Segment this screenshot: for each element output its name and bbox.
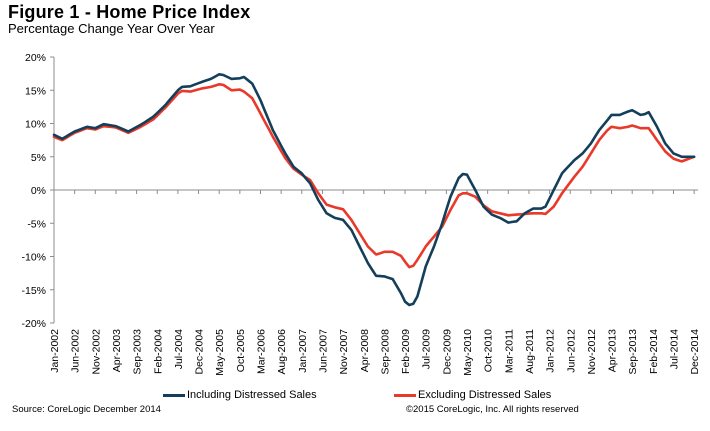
x-tick-label: Jan-2007 bbox=[297, 329, 309, 373]
x-tick-label: Sep-2008 bbox=[379, 329, 391, 375]
x-tick-label: May-2005 bbox=[214, 329, 226, 376]
x-tick-label: Mar-2011 bbox=[503, 329, 515, 373]
x-tick-label: Jun-2012 bbox=[565, 329, 577, 373]
x-tick-label: Apr-2003 bbox=[111, 329, 123, 372]
x-tick-label: May-2010 bbox=[462, 329, 474, 376]
x-tick-label: Jun-2007 bbox=[317, 329, 329, 373]
x-tick-label: Apr-2013 bbox=[607, 329, 619, 372]
x-tick-label: Jul-2014 bbox=[669, 329, 681, 369]
x-tick-label: Oct-2005 bbox=[235, 329, 247, 372]
source-note: Source: CoreLogic December 2014 bbox=[12, 404, 161, 415]
y-tick-label: 10% bbox=[25, 119, 46, 131]
x-tick-label: Nov-2002 bbox=[90, 329, 102, 375]
series-line-excluding-distressed bbox=[52, 83, 696, 269]
series-lines bbox=[52, 73, 696, 307]
x-tick-label: Nov-2012 bbox=[586, 329, 598, 375]
legend-swatch-excluding bbox=[394, 393, 416, 397]
y-tick-label: 20% bbox=[25, 52, 46, 64]
x-tick-label: Aug-2006 bbox=[276, 329, 288, 375]
x-tick-label: Jun-2002 bbox=[70, 329, 82, 373]
legend-item-excluding: Excluding Distressed Sales bbox=[394, 389, 551, 401]
axes bbox=[53, 57, 699, 323]
x-tick-label: Aug-2011 bbox=[524, 329, 536, 374]
x-axis-ticks: Jan-2002 Jun-2002 Nov-2002 Apr-2003 Sep-2003… bbox=[49, 190, 701, 376]
y-axis-ticks: 20% 15% 10% 5% 0% -5% -10% -15% -20% bbox=[21, 52, 54, 330]
series-line-including-distressed bbox=[52, 73, 696, 307]
x-tick-label: Feb-2009 bbox=[400, 329, 412, 374]
y-tick-label: -20% bbox=[21, 318, 46, 330]
x-tick-label: Apr-2008 bbox=[359, 329, 371, 372]
y-tick-label: -15% bbox=[21, 285, 46, 297]
copyright-note: ©2015 CoreLogic, Inc. All rights reserve… bbox=[406, 404, 579, 415]
x-tick-label: Mar-2006 bbox=[256, 329, 268, 374]
chart-subtitle: Percentage Change Year Over Year bbox=[8, 21, 215, 36]
y-tick-label: 5% bbox=[31, 152, 46, 164]
legend-item-including: Including Distressed Sales bbox=[163, 389, 317, 401]
x-tick-label: Nov-2007 bbox=[338, 329, 350, 375]
x-tick-label: Dec-2004 bbox=[194, 329, 206, 375]
chart-title: Figure 1 - Home Price Index bbox=[8, 2, 251, 22]
x-tick-label: Jan-2012 bbox=[545, 329, 557, 373]
legend-label-including: Including Distressed Sales bbox=[187, 389, 317, 401]
x-tick-label: Jan-2002 bbox=[49, 329, 61, 373]
x-tick-label: Feb-2004 bbox=[152, 329, 164, 374]
legend-swatch-including bbox=[163, 393, 185, 397]
y-tick-label: 0% bbox=[31, 185, 46, 197]
x-tick-label: Sep-2003 bbox=[132, 329, 144, 375]
x-tick-label: Sep-2013 bbox=[627, 329, 639, 375]
y-tick-label: -10% bbox=[21, 252, 46, 264]
x-tick-label: Feb-2014 bbox=[648, 329, 660, 374]
x-tick-label: Dec-2014 bbox=[689, 329, 701, 375]
x-tick-label: Oct-2010 bbox=[483, 329, 495, 372]
x-tick-label: Jul-2009 bbox=[421, 329, 433, 369]
y-tick-label: -5% bbox=[27, 218, 46, 230]
x-tick-label: Jul-2004 bbox=[173, 329, 185, 369]
legend-label-excluding: Excluding Distressed Sales bbox=[418, 389, 552, 401]
y-tick-label: 15% bbox=[25, 85, 46, 97]
x-tick-label: Dec-2009 bbox=[441, 329, 453, 375]
